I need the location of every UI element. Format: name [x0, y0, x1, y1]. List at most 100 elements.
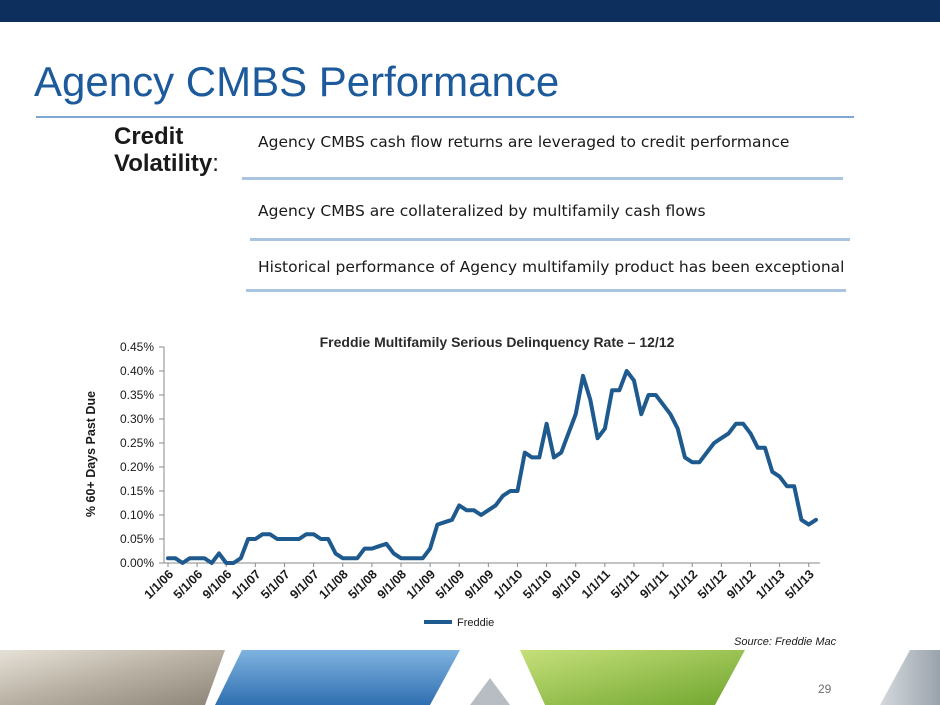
- data-point: [298, 538, 300, 540]
- data-point: [276, 538, 278, 540]
- top-banner: [0, 0, 940, 22]
- data-point: [203, 557, 205, 559]
- y-tick-label: 0.05%: [120, 532, 154, 546]
- data-point: [218, 552, 220, 554]
- data-point: [182, 562, 184, 564]
- data-point: [487, 509, 489, 511]
- y-tick-label: 0.25%: [120, 436, 154, 450]
- data-point: [254, 538, 256, 540]
- data-point: [167, 557, 169, 559]
- x-tick-label: 9/1/12: [724, 567, 759, 602]
- x-tick-label: 5/1/11: [608, 567, 642, 601]
- data-point: [655, 394, 657, 396]
- data-point: [786, 485, 788, 487]
- bullet-item: Agency CMBS cash flow returns are levera…: [258, 133, 790, 151]
- x-tick-label: 1/1/06: [142, 567, 177, 602]
- data-point: [640, 413, 642, 415]
- data-point: [626, 370, 628, 372]
- source-note: Source: Freddie Mac: [734, 636, 837, 648]
- data-point: [699, 461, 701, 463]
- data-point: [567, 432, 569, 434]
- x-tick-label: 5/1/09: [433, 567, 468, 602]
- series-line-freddie: [166, 369, 818, 565]
- data-point: [735, 423, 737, 425]
- section-label-colon: :: [212, 150, 219, 177]
- data-point: [742, 423, 744, 425]
- data-point: [713, 442, 715, 444]
- y-tick-label: 0.15%: [120, 484, 154, 498]
- data-point: [451, 519, 453, 521]
- data-point: [793, 485, 795, 487]
- data-point: [495, 504, 497, 506]
- bullet-item: Agency CMBS are collateralized by multif…: [258, 202, 706, 220]
- bullet-item: Historical performance of Agency multifa…: [258, 258, 845, 276]
- data-point: [283, 538, 285, 540]
- section-label-line1: Credit: [114, 123, 184, 150]
- x-tick-label: 9/1/11: [637, 567, 671, 601]
- divider-triangle: [470, 678, 510, 705]
- data-point: [356, 557, 358, 559]
- data-point: [269, 533, 271, 535]
- data-point: [466, 509, 468, 511]
- x-tick-label: 5/1/07: [258, 567, 293, 602]
- data-point: [327, 538, 329, 540]
- data-point: [553, 456, 555, 458]
- page-number: 29: [818, 682, 832, 696]
- y-axis-label: % 60+ Days Past Due: [84, 391, 98, 517]
- data-point: [313, 533, 315, 535]
- data-point: [240, 557, 242, 559]
- data-point: [589, 399, 591, 401]
- data-point: [720, 437, 722, 439]
- y-tick-label: 0.00%: [120, 556, 154, 570]
- data-point: [436, 524, 438, 526]
- data-point: [531, 456, 533, 458]
- data-point: [524, 452, 526, 454]
- data-point: [305, 533, 307, 535]
- data-point: [669, 413, 671, 415]
- data-point: [597, 437, 599, 439]
- x-axis: 1/1/065/1/069/1/061/1/075/1/079/1/071/1/…: [142, 562, 820, 602]
- title-underline: [36, 116, 854, 118]
- legend: Freddie: [424, 617, 494, 629]
- data-point: [611, 389, 613, 391]
- sky-image: [215, 650, 460, 705]
- data-point: [764, 447, 766, 449]
- x-tick-label: 9/1/09: [462, 567, 497, 602]
- x-tick-label: 5/1/10: [520, 567, 555, 602]
- x-tick-label: 9/1/07: [287, 567, 322, 602]
- x-tick-label: 5/1/06: [171, 567, 206, 602]
- data-point: [808, 524, 810, 526]
- data-point: [771, 471, 773, 473]
- x-tick-label: 1/1/12: [666, 567, 701, 602]
- x-tick-label: 5/1/13: [782, 567, 817, 602]
- section-label-line2: Volatility: [114, 150, 213, 177]
- x-tick-label: 1/1/13: [753, 567, 788, 602]
- data-point: [648, 394, 650, 396]
- data-point: [225, 562, 227, 564]
- data-point: [538, 456, 540, 458]
- leaf-image: [520, 650, 745, 705]
- data-point: [779, 476, 781, 478]
- data-point: [429, 548, 431, 550]
- y-tick-label: 0.10%: [120, 508, 154, 522]
- x-tick-label: 1/1/07: [229, 567, 264, 602]
- data-point: [320, 538, 322, 540]
- data-point: [800, 519, 802, 521]
- data-point: [749, 432, 751, 434]
- data-point: [677, 428, 679, 430]
- data-point: [422, 557, 424, 559]
- section-label: Credit Volatility:: [114, 123, 219, 177]
- data-point: [342, 557, 344, 559]
- data-point: [582, 375, 584, 377]
- data-point: [444, 521, 446, 523]
- x-tick-label: 9/1/08: [375, 567, 410, 602]
- data-point: [662, 404, 664, 406]
- data-point: [233, 562, 235, 564]
- legend-label-freddie: Freddie: [457, 617, 494, 629]
- y-axis: 0.00% 0.05% 0.10% 0.15% 0.20% 0.25% 0.30% 0.35%…: [120, 340, 165, 570]
- data-point: [262, 533, 264, 535]
- y-tick-label: 0.20%: [120, 460, 154, 474]
- data-point: [378, 545, 380, 547]
- chart-title: Freddie Multifamily Serious Delinquency …: [320, 334, 675, 350]
- data-point: [757, 447, 759, 449]
